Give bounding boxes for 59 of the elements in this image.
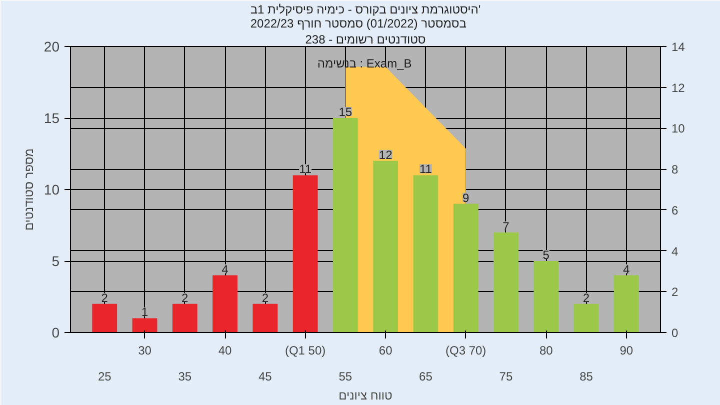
data-label: 4 bbox=[623, 262, 630, 276]
y2-tick-label: 8 bbox=[672, 162, 678, 177]
x-tick-label: 30 bbox=[138, 344, 152, 358]
bar bbox=[494, 232, 518, 332]
bar bbox=[132, 318, 158, 332]
y-tick-label: 0 bbox=[52, 324, 60, 340]
y-tick-label: 15 bbox=[44, 110, 60, 126]
chart-title: היסטוגרמת ציונים בקורס - כימיה פיסיקלית 1ב' בסמסטר (01/2022) סמסטר חורף 2022/23 bbox=[250, 2, 481, 30]
bar bbox=[212, 275, 238, 332]
bar bbox=[252, 304, 278, 332]
x-tick-label: 75 bbox=[499, 370, 513, 384]
data-label: 12 bbox=[378, 148, 393, 162]
bar bbox=[92, 304, 118, 332]
data-label: 11 bbox=[419, 162, 432, 176]
data-label: 5 bbox=[542, 248, 550, 262]
y-axis-title: מספר סטודנטים bbox=[22, 148, 36, 231]
x-tick-label: (Q3 70) bbox=[446, 344, 486, 358]
x-axis-title: טווח ציונים bbox=[338, 388, 393, 402]
x-tick-label: 45 bbox=[258, 370, 272, 384]
data-label: 11 bbox=[299, 162, 312, 176]
x-tick-label: 90 bbox=[620, 344, 634, 358]
data-label: 2 bbox=[582, 290, 590, 305]
bar bbox=[574, 304, 599, 332]
bar bbox=[453, 204, 478, 332]
y-tick-label: 5 bbox=[52, 253, 60, 269]
y2-tick-label: 4 bbox=[672, 244, 678, 258]
x-tick-label: 65 bbox=[419, 370, 433, 384]
y2-tick-label: 10 bbox=[672, 122, 686, 136]
x-tick-label: 40 bbox=[218, 344, 232, 358]
x-tick-label: 25 bbox=[98, 370, 112, 384]
chart-subtitle: סטודנטים רשומים - 238 bbox=[305, 32, 426, 46]
data-label: 15 bbox=[338, 105, 352, 119]
y2-tick-label: 14 bbox=[672, 40, 686, 54]
bar bbox=[292, 175, 318, 332]
data-label: 2 bbox=[101, 290, 108, 305]
data-label: 9 bbox=[462, 190, 470, 205]
data-label: 2 bbox=[182, 290, 189, 305]
bar bbox=[332, 118, 358, 332]
data-label: 2 bbox=[262, 290, 269, 305]
y-tick-label: 10 bbox=[44, 182, 60, 198]
x-tick-label: (Q1 50) bbox=[284, 344, 326, 358]
x-tick-label: 60 bbox=[378, 344, 393, 358]
bar bbox=[373, 160, 398, 332]
bar bbox=[172, 304, 198, 332]
x-tick-label: 80 bbox=[539, 344, 554, 358]
y2-tick-label: 0 bbox=[672, 326, 678, 340]
x-tick-label: 35 bbox=[178, 370, 192, 384]
bar bbox=[614, 275, 639, 332]
x-tick-label: 85 bbox=[580, 370, 594, 384]
y2-tick-label: 12 bbox=[672, 80, 686, 95]
bar bbox=[413, 175, 438, 332]
data-label: 1 bbox=[141, 305, 148, 320]
y2-tick-label: 6 bbox=[672, 203, 678, 218]
y-tick-label: 20 bbox=[44, 38, 60, 54]
bar bbox=[534, 261, 559, 332]
y2-tick-label: 2 bbox=[672, 285, 678, 300]
x-tick-label: 55 bbox=[338, 370, 352, 384]
data-label: 7 bbox=[502, 219, 510, 234]
data-label: 4 bbox=[222, 262, 229, 276]
